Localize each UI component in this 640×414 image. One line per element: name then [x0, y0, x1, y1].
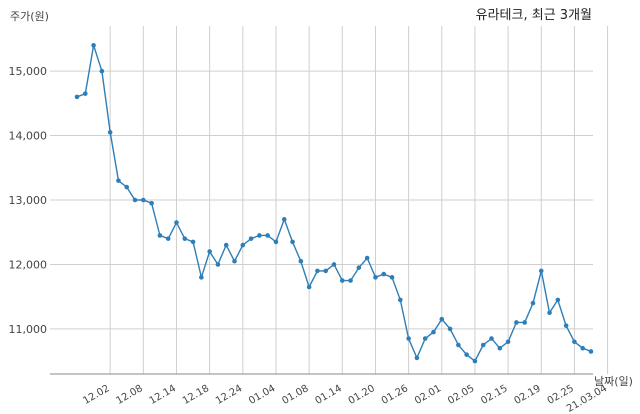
data-point — [555, 297, 561, 303]
data-point — [505, 339, 511, 345]
data-point — [281, 217, 287, 222]
data-point — [431, 329, 436, 335]
x-tick-label: 01.08 — [280, 383, 310, 407]
data-point — [373, 275, 378, 280]
y-tick-label: 12,000 — [9, 258, 48, 271]
x-tick-label: 12.14 — [148, 383, 178, 407]
data-point — [572, 339, 577, 345]
data-point — [364, 255, 370, 261]
data-point — [174, 220, 179, 225]
data-point — [389, 275, 395, 280]
x-tick-label: 01.14 — [313, 383, 343, 407]
data-point — [141, 197, 146, 203]
data-point — [265, 233, 270, 238]
data-point — [522, 320, 527, 325]
data-point — [273, 239, 279, 245]
x-tick-label: 01.26 — [380, 383, 410, 407]
data-point — [315, 268, 320, 274]
data-point — [472, 358, 478, 364]
data-point — [580, 345, 586, 351]
data-point — [107, 130, 113, 135]
data-point — [480, 342, 486, 348]
x-tick-label: 02.15 — [479, 383, 509, 407]
y-axis-ticks: 11,000 12,000 13,000 14,000 15,000 — [9, 65, 48, 336]
data-point — [257, 233, 262, 238]
data-point — [456, 342, 461, 348]
x-tick-label: 02.19 — [512, 383, 542, 407]
data-point — [82, 91, 88, 96]
data-point — [91, 43, 96, 48]
data-point — [439, 316, 445, 322]
x-tick-label: 02.05 — [446, 383, 476, 407]
data-point — [99, 68, 105, 74]
data-point — [290, 239, 295, 245]
data-point — [331, 262, 337, 267]
data-point — [116, 178, 121, 183]
chart-title: 유라테크, 최근 3개월 — [475, 8, 592, 23]
data-point — [323, 268, 329, 274]
data-point — [398, 297, 403, 303]
data-point — [215, 262, 221, 267]
data-point — [339, 278, 345, 283]
data-point — [406, 336, 411, 341]
series-layer — [74, 43, 594, 364]
x-tick-label: 01.04 — [247, 383, 277, 407]
data-point — [207, 249, 212, 254]
data-point — [240, 242, 246, 248]
data-point — [157, 233, 163, 238]
data-point — [165, 236, 171, 241]
data-point — [414, 355, 420, 361]
data-point — [232, 258, 237, 264]
data-point — [149, 200, 154, 206]
data-point — [588, 349, 594, 354]
data-point — [132, 197, 138, 203]
x-tick-label: 01.20 — [347, 383, 377, 407]
series-line — [76, 45, 592, 363]
data-point — [199, 275, 204, 280]
data-point — [74, 94, 80, 100]
x-tick-label: 12.08 — [115, 383, 145, 407]
data-point — [223, 242, 229, 248]
data-point — [547, 310, 552, 316]
data-point — [422, 336, 428, 341]
data-point — [182, 236, 188, 241]
data-point — [514, 320, 519, 325]
data-point — [348, 278, 353, 283]
y-tick-label: 13,000 — [9, 194, 48, 207]
data-point — [447, 326, 453, 332]
y-tick-label: 11,000 — [9, 323, 48, 336]
grid-lines — [50, 26, 609, 374]
data-point — [306, 284, 312, 290]
data-point — [248, 236, 254, 241]
data-point — [563, 323, 569, 328]
x-axis-label: 날짜(일) — [594, 375, 633, 388]
data-point — [124, 184, 130, 190]
data-point — [489, 336, 494, 341]
y-axis-label: 주가(원) — [10, 10, 49, 23]
data-point — [356, 265, 362, 270]
data-point — [298, 258, 304, 264]
x-tick-label: 12.18 — [181, 383, 211, 407]
data-point — [538, 268, 544, 274]
data-point — [497, 345, 503, 351]
x-tick-label: 12.24 — [214, 383, 244, 407]
data-point — [381, 271, 387, 277]
x-tick-label: 12.02 — [81, 383, 111, 407]
y-tick-label: 15,000 — [9, 65, 48, 78]
y-tick-label: 14,000 — [9, 130, 48, 143]
data-point — [190, 239, 196, 245]
x-tick-label: 02.01 — [413, 383, 443, 407]
x-axis-ticks: 12.02 12.08 12.14 12.18 12.24 01.04 01.08 01.14… — [81, 383, 609, 414]
data-point — [464, 352, 469, 357]
data-point — [530, 300, 536, 306]
